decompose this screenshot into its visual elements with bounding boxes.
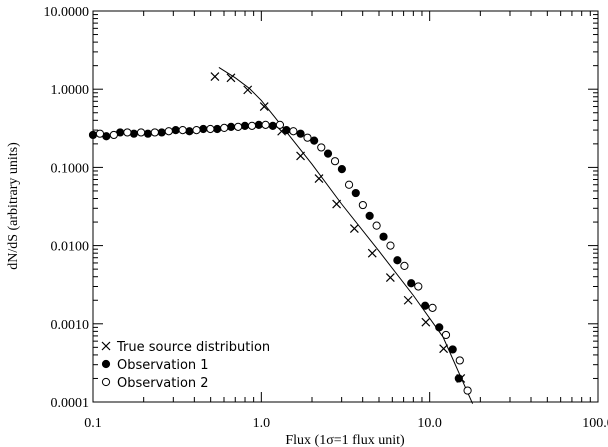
open-circle-point: [109, 130, 118, 140]
filled-circle-point: [296, 129, 305, 138]
legend-label: True source distribution: [116, 340, 270, 355]
open-circle-point: [428, 303, 437, 312]
y-tick-label: 1.0000: [51, 83, 90, 98]
cross-point: [226, 73, 236, 83]
filled-circle-point: [337, 165, 346, 174]
filled-circle-point: [435, 323, 444, 332]
cross-point: [332, 199, 342, 209]
y-tick-label: 0.0010: [51, 318, 90, 333]
fit-layer: [218, 66, 474, 404]
open-circle-point: [330, 157, 340, 166]
y-axis-title: dN/dS (arbitrary units): [6, 142, 21, 270]
filled-circle-point: [323, 149, 333, 158]
filled-circle-point: [448, 345, 457, 354]
open-circle-point: [303, 133, 312, 142]
x-tick-label: 0.1: [84, 416, 102, 431]
filled-circle-point: [282, 125, 291, 135]
filled-circle-point: [310, 136, 319, 145]
legend-label: Observation 2: [117, 376, 209, 391]
open-circle-point: [178, 125, 187, 135]
points-layer: [88, 72, 472, 395]
filled-circle-point: [454, 374, 463, 383]
filled-circle-point: [88, 130, 98, 140]
cross-point: [367, 248, 377, 258]
x-tick-label: 100.0: [582, 416, 608, 431]
filled-circle-point: [213, 124, 222, 134]
cross-point: [243, 85, 253, 95]
cross-point: [403, 295, 413, 305]
filled-circle-point: [407, 279, 416, 288]
y-tick-label: 10.0000: [44, 5, 90, 20]
open-circle-point: [123, 128, 132, 137]
filled-circle-point: [143, 129, 153, 138]
open-circle-point: [275, 120, 285, 129]
filled-circle-point: [171, 125, 180, 135]
filled-circle-point: [129, 129, 139, 138]
open-circle-point: [136, 128, 146, 137]
legend-label: Observation 1: [117, 358, 209, 373]
filled-circle-point: [185, 127, 194, 136]
open-circle-point: [386, 241, 395, 250]
open-circle-point: [317, 143, 326, 152]
x-tick-label: 10.0: [417, 416, 442, 431]
open-circle-point: [220, 123, 229, 132]
open-circle-point: [414, 282, 423, 291]
open-circle-point: [400, 261, 409, 271]
filled-circle-point: [199, 124, 208, 134]
filled-circle-point: [240, 121, 250, 130]
y-tick-label: 0.1000: [51, 161, 90, 176]
open-circle-point: [261, 120, 270, 129]
filled-circle-point: [365, 211, 374, 220]
cross-point: [210, 72, 220, 82]
open-circle-point: [455, 356, 464, 365]
ticks-layer: 0.1 1.0 10.0 100.0 0.0001 0.0010 0.0100 0.1000 1…: [44, 5, 608, 431]
legend-cross-symbol: [101, 341, 111, 351]
cross-point: [349, 224, 359, 234]
legend-open-circle-symbol: [101, 377, 111, 387]
cross-point: [421, 317, 431, 327]
open-circle-point: [150, 128, 159, 137]
plot-frame: [92, 10, 599, 403]
y-tick-label: 0.0001: [51, 396, 90, 411]
cross-point: [439, 344, 449, 354]
open-circle-point: [441, 330, 451, 340]
legend-filled-circle-symbol: [101, 359, 111, 369]
open-circle-point: [95, 129, 105, 138]
filled-circle-point: [393, 256, 402, 265]
open-circle-point: [206, 124, 215, 134]
filled-circle-point: [351, 188, 360, 198]
cross-point: [314, 174, 324, 183]
cross-point: [259, 102, 269, 111]
filled-circle-point: [379, 232, 388, 241]
cross-point: [296, 151, 305, 161]
x-tick-label: 1.0: [253, 416, 271, 431]
open-circle-point: [164, 127, 173, 136]
filled-circle-point: [254, 120, 263, 129]
open-circle-point: [234, 122, 243, 131]
fit-curve: [218, 66, 474, 404]
open-circle-point: [344, 180, 354, 189]
open-circle-point: [289, 127, 298, 136]
y-tick-label: 0.0100: [51, 240, 90, 255]
open-circle-point: [247, 121, 257, 130]
filled-circle-point: [226, 122, 236, 131]
filled-circle-point: [421, 301, 430, 310]
open-circle-point: [463, 386, 472, 395]
cross-point: [385, 273, 395, 283]
open-circle-point: [358, 200, 367, 210]
open-circle-point: [372, 221, 381, 230]
open-circle-point: [192, 125, 201, 135]
legend: True source distribution Observation 1 Obs…: [101, 340, 270, 391]
x-axis-title: Flux (1σ=1 flux unit): [285, 433, 405, 447]
filled-circle-point: [268, 121, 277, 130]
filled-circle-point: [157, 128, 166, 137]
